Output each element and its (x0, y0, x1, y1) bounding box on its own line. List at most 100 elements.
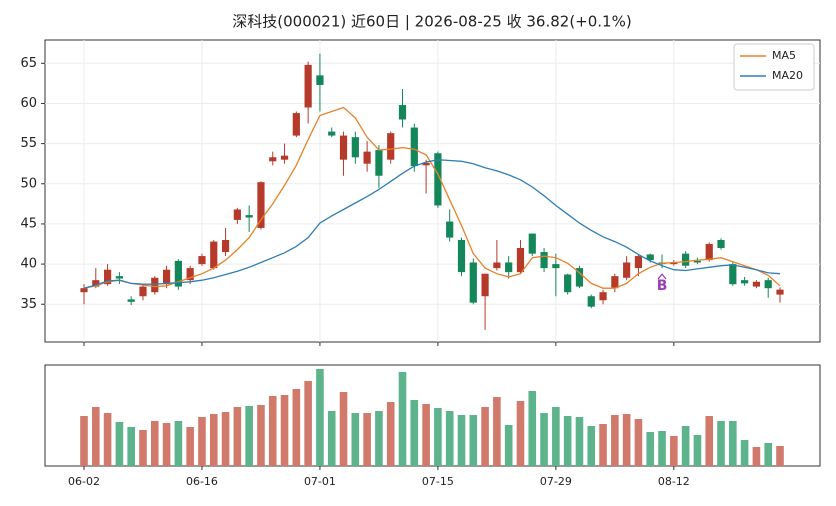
volume-bar (764, 443, 773, 466)
volume-bar (717, 421, 725, 466)
candle-body (599, 292, 607, 301)
volume-bar (316, 369, 324, 466)
candle-body (410, 127, 418, 167)
legend: MA5 MA20 (733, 43, 815, 91)
volume-bar (280, 395, 289, 466)
candle-body (162, 269, 171, 285)
volume-bar (268, 396, 277, 466)
candle-body (92, 280, 100, 287)
candle-body (693, 260, 702, 263)
candle-body (587, 296, 595, 307)
candle-body (257, 182, 265, 228)
candle-body (139, 286, 147, 297)
volume-bar (540, 413, 548, 466)
candle-body (127, 299, 135, 302)
volume-bar (339, 392, 348, 466)
volume-bar (776, 446, 784, 466)
volume-bar (198, 417, 206, 466)
volume-bar (410, 400, 419, 466)
candle-body (269, 157, 277, 162)
candle-body (505, 262, 513, 273)
volume-bar (139, 430, 147, 466)
volume-bar (434, 408, 442, 466)
volume-bar (481, 407, 489, 466)
volume-bar (493, 397, 501, 466)
volume-bar (209, 414, 218, 466)
volume-bar (693, 435, 702, 466)
candle-body (103, 269, 112, 285)
volume-bar (221, 412, 230, 466)
candle-body (186, 268, 194, 281)
candle-body (446, 221, 454, 238)
volume-bar (516, 401, 525, 466)
candle-body (623, 262, 631, 278)
candle-body (634, 256, 643, 269)
candle-body (564, 274, 572, 293)
volume-bar (599, 424, 607, 466)
volume-bar (386, 402, 395, 466)
candle-body (292, 113, 300, 136)
volume-bar (150, 421, 159, 466)
candle-body (351, 137, 359, 158)
volume-bar (80, 416, 88, 466)
volume-bar (304, 381, 312, 466)
candle-body (198, 256, 206, 265)
volume-bar (670, 436, 678, 466)
y-tick-label: 60 (20, 96, 37, 111)
candle-body (469, 262, 477, 303)
candle-body (776, 289, 784, 295)
volume-bar (658, 431, 666, 466)
candle-body (398, 105, 407, 120)
x-tick-label: 06-02 (68, 475, 100, 488)
legend-label: MA20 (772, 69, 803, 82)
annotation-caret (657, 273, 667, 280)
candle-body (540, 252, 548, 269)
y-tick-label: 40 (20, 257, 37, 272)
annotation-label: B (657, 278, 668, 294)
candle-body (729, 264, 737, 285)
candle-body (304, 64, 312, 108)
volume-bar (504, 425, 513, 466)
candle-body (434, 153, 442, 206)
volume-bar (634, 419, 643, 466)
volume-bar (115, 422, 124, 466)
volume-bar (327, 411, 336, 466)
candle-body (316, 75, 324, 85)
candle-body (764, 280, 772, 289)
chart-title: 深科技(000021) 近60日 | 2026-08-25 收 36.82(+0… (232, 13, 631, 31)
volume-bar (233, 407, 242, 466)
volume-bar (351, 413, 360, 466)
volume-bar (622, 414, 631, 466)
y-tick-label: 35 (20, 297, 37, 312)
candle-body (646, 254, 654, 261)
ma-line (83, 106, 781, 289)
x-tick-label: 06-16 (186, 475, 218, 488)
candle-body (245, 215, 253, 218)
volume-bar (457, 415, 466, 466)
volume-bar (587, 426, 596, 466)
volume-bar (363, 413, 371, 466)
volume-bar (257, 405, 265, 466)
candle-body (233, 209, 241, 220)
volume-bar (611, 415, 619, 466)
candle-body (375, 150, 383, 176)
candle-body (752, 281, 761, 287)
volume-bar (681, 426, 690, 466)
candle-body (328, 131, 336, 136)
x-tick-label: 08-12 (658, 475, 690, 488)
candle-body (387, 133, 395, 160)
candle-body (80, 288, 88, 293)
volume-bar (162, 423, 171, 466)
candle-body (363, 151, 371, 164)
candle-body (457, 239, 466, 273)
candle-body (717, 239, 725, 249)
y-tick-label: 65 (20, 56, 37, 71)
candle-body (339, 135, 348, 160)
volume-bar (752, 447, 761, 466)
legend-label: MA5 (772, 49, 796, 62)
volume-bar (103, 413, 112, 466)
candle-body (516, 248, 525, 273)
volume-bar (740, 440, 749, 466)
volume-bar (469, 415, 478, 466)
